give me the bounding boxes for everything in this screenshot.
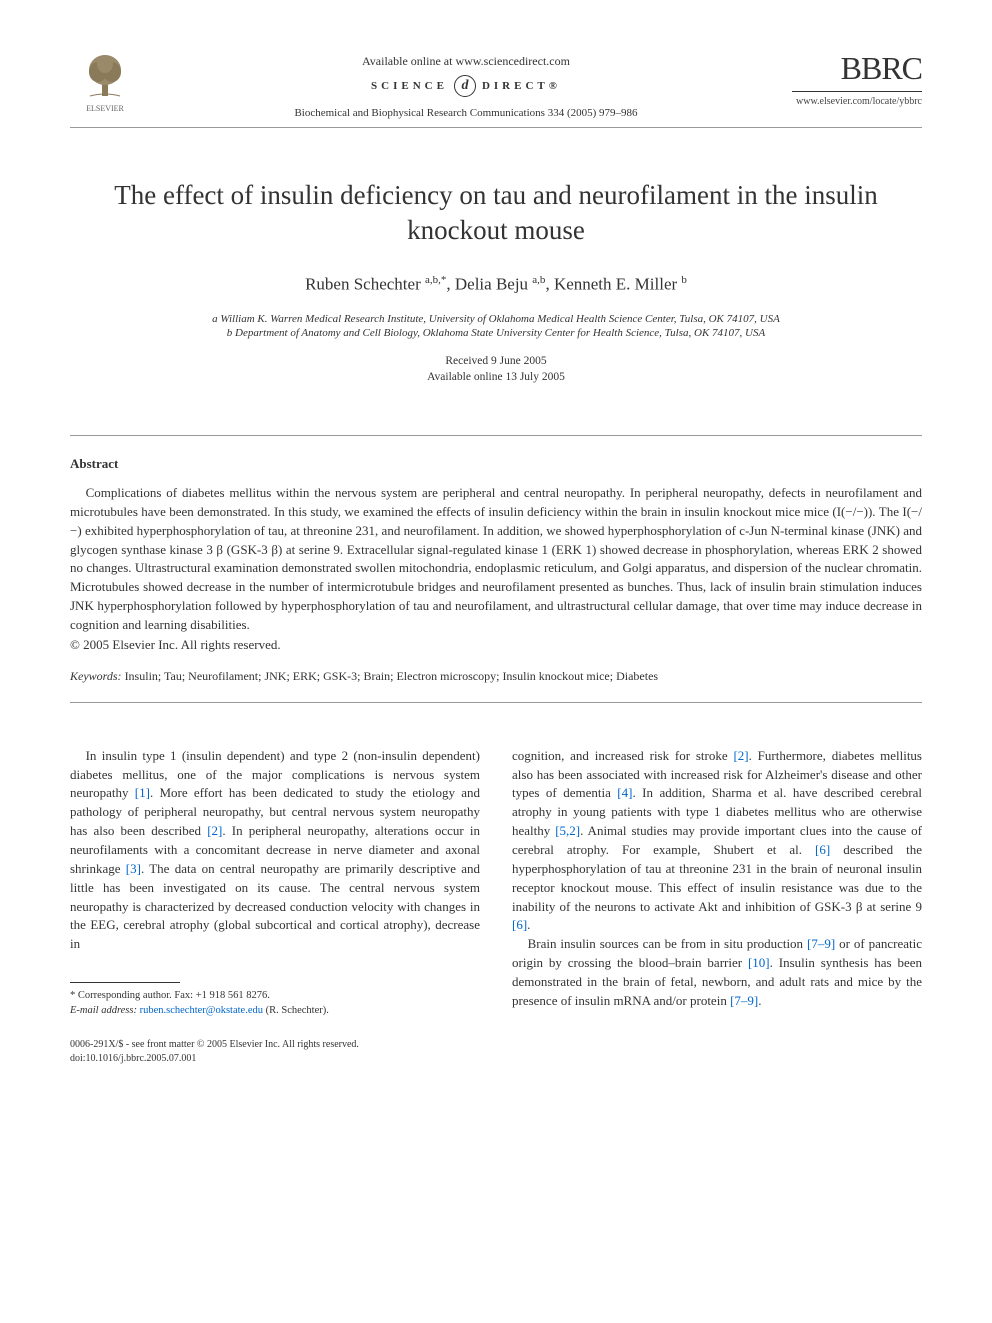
doi-line2: doi:10.1016/j.bbrc.2005.07.001 xyxy=(70,1052,480,1066)
body-para-3: Brain insulin sources can be from in sit… xyxy=(512,935,922,1010)
dates: Received 9 June 2005 Available online 13… xyxy=(70,353,922,385)
publisher-logo: ELSEVIER xyxy=(70,50,140,113)
keywords-label: Keywords: xyxy=(70,669,122,683)
received-date: Received 9 June 2005 xyxy=(70,353,922,369)
sd-right: DIRECT® xyxy=(482,80,561,92)
doi-block: 0006-291X/$ - see front matter © 2005 El… xyxy=(70,1038,480,1065)
citation: Biochemical and Biophysical Research Com… xyxy=(140,107,792,119)
journal-abbr: BBRC xyxy=(792,50,922,92)
sd-circle-icon: d xyxy=(454,75,476,97)
header-rule xyxy=(70,127,922,128)
corresp-label: E-mail address: xyxy=(70,1005,137,1016)
doi-line1: 0006-291X/$ - see front matter © 2005 El… xyxy=(70,1038,480,1052)
corresp-line1: * Corresponding author. Fax: +1 918 561 … xyxy=(70,989,480,1004)
elsevier-tree-icon xyxy=(80,50,130,100)
sciencedirect-logo: SCIENCE d DIRECT® xyxy=(140,75,792,97)
online-date: Available online 13 July 2005 xyxy=(70,369,922,385)
publisher-name: ELSEVIER xyxy=(70,104,140,113)
journal-url: www.elsevier.com/locate/ybbrc xyxy=(792,96,922,107)
abstract-heading: Abstract xyxy=(70,456,922,472)
sd-left: SCIENCE xyxy=(371,80,448,92)
abstract-body: Complications of diabetes mellitus withi… xyxy=(70,484,922,635)
column-right: cognition, and increased risk for stroke… xyxy=(512,747,922,1066)
footnote-rule xyxy=(70,982,180,983)
keywords-list: Insulin; Tau; Neurofilament; JNK; ERK; G… xyxy=(125,669,659,683)
article-title: The effect of insulin deficiency on tau … xyxy=(100,178,892,248)
affiliation-a: a William K. Warren Medical Research Ins… xyxy=(70,313,922,325)
corresp-suffix: (R. Schechter). xyxy=(266,1005,329,1016)
keywords: Keywords: Insulin; Tau; Neurofilament; J… xyxy=(70,669,922,703)
journal-block: BBRC www.elsevier.com/locate/ybbrc xyxy=(792,50,922,107)
abstract-copyright: © 2005 Elsevier Inc. All rights reserved… xyxy=(70,637,922,653)
abstract-section: Abstract Complications of diabetes melli… xyxy=(70,435,922,703)
body-para-1: In insulin type 1 (insulin dependent) an… xyxy=(70,747,480,954)
available-online: Available online at www.sciencedirect.co… xyxy=(140,54,792,69)
affiliation-b: b Department of Anatomy and Cell Biology… xyxy=(70,327,922,339)
body-para-2: cognition, and increased risk for stroke… xyxy=(512,747,922,935)
corresp-line2: E-mail address: ruben.schechter@okstate.… xyxy=(70,1004,480,1019)
corresp-email[interactable]: ruben.schechter@okstate.edu xyxy=(140,1005,263,1016)
corresponding-author: * Corresponding author. Fax: +1 918 561 … xyxy=(70,989,480,1018)
column-left: In insulin type 1 (insulin dependent) an… xyxy=(70,747,480,1066)
body-columns: In insulin type 1 (insulin dependent) an… xyxy=(70,747,922,1066)
header: ELSEVIER Available online at www.science… xyxy=(70,50,922,119)
authors: Ruben Schechter a,b,*, Delia Beju a,b, K… xyxy=(70,274,922,295)
center-header: Available online at www.sciencedirect.co… xyxy=(140,50,792,119)
